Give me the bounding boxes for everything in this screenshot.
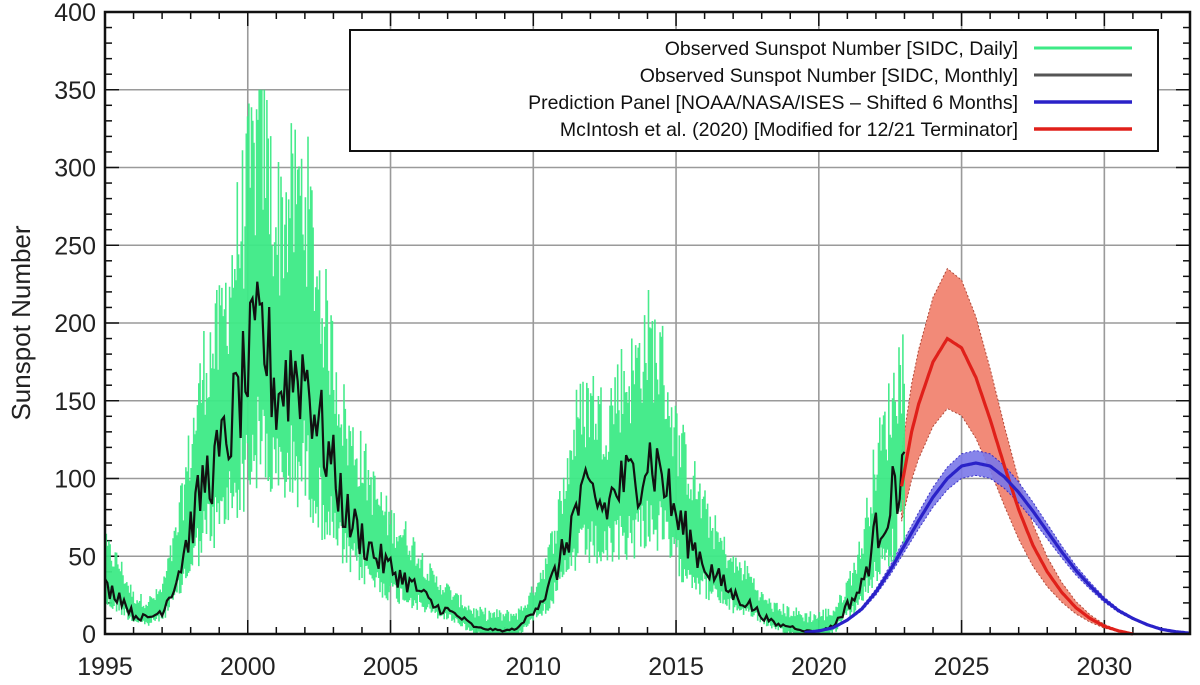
y-tick-label: 350 — [54, 77, 96, 105]
legend-label-daily: Observed Sunspot Number [SIDC, Daily] — [665, 38, 1018, 60]
x-tick-label: 2020 — [791, 653, 847, 681]
y-tick-label: 200 — [54, 310, 96, 338]
tick-labels: 1995 2000 2005 2010 2015 2020 2025 2030 0 50 100 15… — [54, 0, 1132, 681]
plot-frame — [103, 10, 1192, 636]
y-axis-title: Sunspot Number — [6, 225, 36, 420]
x-tick-label: 2025 — [934, 653, 990, 681]
series-lines — [104, 89, 1191, 636]
x-tick-label: 2000 — [220, 653, 276, 681]
y-tick-label: 100 — [54, 466, 96, 494]
x-tick-label: 1995 — [77, 653, 133, 681]
y-tick-label: 50 — [68, 543, 96, 571]
x-tick-label: 2010 — [505, 653, 561, 681]
y-tick-label: 300 — [54, 155, 96, 183]
legend-label-mcintosh: McIntosh et al. (2020) [Modified for 12/… — [560, 119, 1018, 141]
x-tick-label: 2030 — [1077, 653, 1133, 681]
legend-label-monthly: Observed Sunspot Number [SIDC, Monthly] — [640, 65, 1018, 87]
y-tick-label: 250 — [54, 232, 96, 260]
legend: Observed Sunspot Number [SIDC, Daily] Ob… — [349, 29, 1159, 152]
y-tick-label: 0 — [82, 621, 96, 649]
series-monthly — [104, 281, 906, 633]
legend-label-prediction-panel: Prediction Panel [NOAA/NASA/ISES – Shift… — [528, 92, 1018, 114]
x-tick-label: 2005 — [363, 653, 419, 681]
y-tick-label: 150 — [54, 388, 96, 416]
x-tick-label: 2015 — [648, 653, 704, 681]
y-tick-label: 400 — [54, 0, 96, 27]
series-prediction-panel — [804, 461, 1191, 635]
series-mcintosh — [900, 336, 1134, 636]
legend-box — [349, 29, 1159, 152]
